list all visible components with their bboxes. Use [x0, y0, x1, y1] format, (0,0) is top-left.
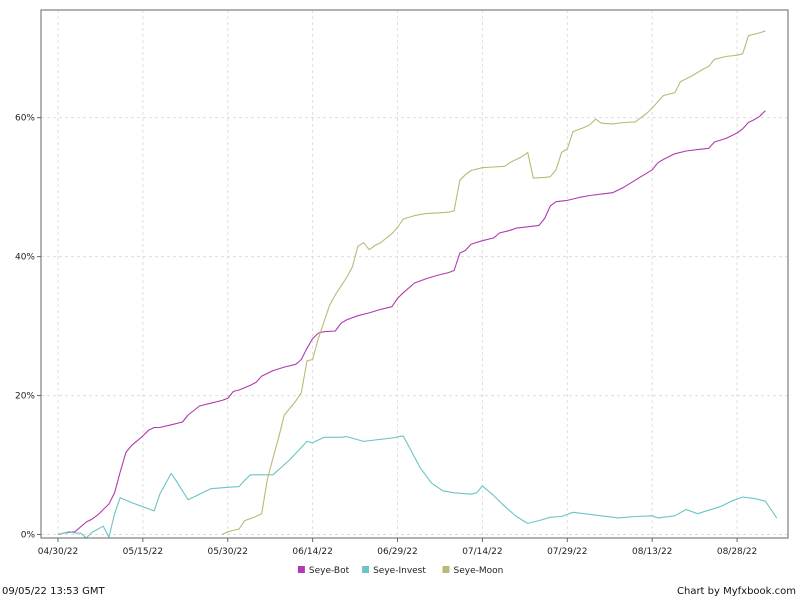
legend: Seye-Bot Seye-Invest Seye-Moon: [297, 566, 504, 576]
x-tick-label: 04/30/22: [38, 547, 78, 557]
plot-area-frame: [40, 9, 789, 539]
axes: 0% 20% 40% 60% 04/30/22 05/15/22 05/30/22 06/14…: [15, 114, 757, 557]
chart-timestamp: 09/05/22 13:53 GMT: [2, 586, 105, 597]
x-tick-label: 07/29/22: [547, 547, 587, 557]
legend-swatch: [362, 566, 370, 573]
gridlines: [41, 10, 788, 538]
y-tick-label: 20%: [15, 392, 35, 402]
y-tick-label: 0%: [21, 531, 36, 541]
legend-label: Seye-Invest: [373, 566, 426, 576]
legend-label: Seye-Bot: [309, 566, 350, 576]
chart-credit: Chart by Myfxbook.com: [677, 586, 796, 597]
legend-swatch: [442, 566, 450, 573]
series-line-seye-bot: [57, 110, 766, 536]
legend-swatch: [297, 566, 305, 573]
legend-label: Seye-Moon: [454, 566, 504, 576]
series-lines: [57, 30, 778, 539]
x-tick-label: 07/14/22: [462, 547, 502, 557]
series-line-seye-invest: [57, 435, 778, 539]
y-tick-label: 60%: [15, 114, 35, 124]
x-tick-label: 05/30/22: [208, 547, 248, 557]
series-line-seye-moon: [221, 30, 766, 535]
x-tick-label: 06/29/22: [377, 547, 417, 557]
x-tick-label: 06/14/22: [292, 547, 332, 557]
x-tick-label: 08/13/22: [632, 547, 672, 557]
x-tick-label: 05/15/22: [123, 547, 163, 557]
x-tick-label: 08/28/22: [717, 547, 757, 557]
y-tick-label: 40%: [15, 253, 35, 263]
